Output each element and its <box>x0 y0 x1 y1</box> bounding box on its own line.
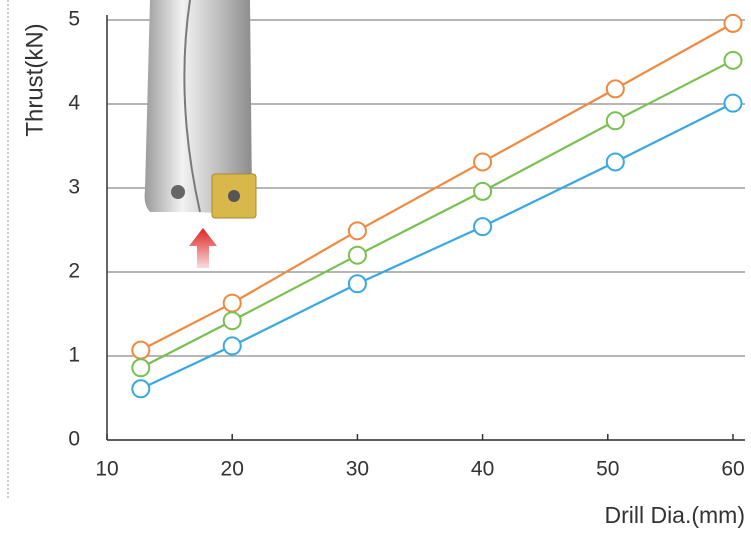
x-tick-label: 20 <box>221 458 244 481</box>
data-point <box>224 312 241 329</box>
x-tick-label: 30 <box>346 458 369 481</box>
data-point <box>132 359 149 376</box>
y-tick-label: 2 <box>68 260 80 283</box>
data-point <box>132 380 149 397</box>
data-point <box>349 247 366 264</box>
x-axis-label: Drill Dia.(mm) <box>604 502 745 528</box>
data-point <box>224 295 241 312</box>
y-tick-label: 3 <box>68 176 80 199</box>
data-point <box>349 275 366 292</box>
y-axis-label: Thrust(kN) <box>21 23 48 136</box>
data-point <box>607 80 624 97</box>
data-point <box>607 112 624 129</box>
data-point <box>725 52 742 69</box>
insert-screw <box>228 190 240 202</box>
x-tick-label: 50 <box>596 458 619 481</box>
chart: 0 1 2 3 4 5 10 20 30 40 50 60 Thrust(kN) Drill Dia.… <box>0 0 751 535</box>
x-tick-label: 10 <box>95 458 118 481</box>
data-point <box>132 342 149 359</box>
x-tick-label: 40 <box>471 458 494 481</box>
drill-illustration <box>145 0 256 268</box>
data-point <box>224 337 241 354</box>
drill-hole <box>171 185 185 199</box>
data-point <box>607 153 624 170</box>
y-tick-label: 1 <box>68 344 80 367</box>
x-tick-label: 60 <box>721 458 744 481</box>
data-point <box>725 95 742 112</box>
thrust-arrow <box>189 228 217 268</box>
data-point <box>725 15 742 32</box>
data-point <box>474 153 491 170</box>
y-tick-label: 0 <box>68 428 80 451</box>
y-tick-label: 5 <box>68 8 80 31</box>
data-point <box>474 183 491 200</box>
data-point <box>474 218 491 235</box>
data-point <box>349 222 366 239</box>
y-tick-label: 4 <box>68 92 80 115</box>
